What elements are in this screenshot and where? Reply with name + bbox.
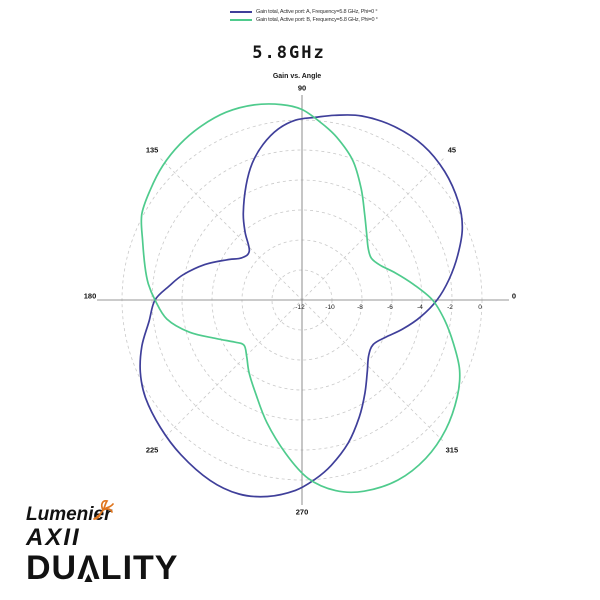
legend-item-port-a: Gain total, Active port: A, Frequency=5.… <box>230 8 378 16</box>
legend-swatch-port-b <box>230 19 252 21</box>
brand-row: Lumenier <box>26 500 178 526</box>
angle-label: 315 <box>446 445 459 454</box>
hummingbird-icon <box>93 500 114 520</box>
angle-label: 180 <box>84 292 97 301</box>
chart-subtitle: Gain vs. Angle <box>272 73 322 80</box>
duality-stylized-a: Λ ▲ <box>77 549 101 587</box>
radial-tick-label: -2 <box>447 304 453 311</box>
duality-letters: LITY <box>100 549 179 587</box>
radial-tick-label: -4 <box>417 304 423 311</box>
duality-letters: DU <box>26 549 78 587</box>
legend-item-port-b: Gain total, Active port: B, Frequency=5.… <box>230 16 378 24</box>
lumenier-wordmark: Lumenier <box>26 504 112 525</box>
legend-label-port-b: Gain total, Active port: B, Frequency=5.… <box>256 17 378 23</box>
angle-label: 0 <box>512 292 516 301</box>
legend-swatch-port-a <box>230 11 252 13</box>
legend-label-port-a: Gain total, Active port: A, Frequency=5.… <box>256 9 378 15</box>
duality-wordmark: DUΛ ▲ LITY <box>26 551 178 585</box>
chart-legend: Gain total, Active port: A, Frequency=5.… <box>230 8 378 24</box>
radial-tick-label: -10 <box>325 304 335 311</box>
angle-label: 135 <box>146 146 159 155</box>
angle-label: 90 <box>298 84 306 93</box>
radial-tick-label: -12 <box>295 304 305 311</box>
axii-wordmark: AXII <box>26 524 81 551</box>
radial-tick-label: -6 <box>387 304 393 311</box>
angle-label: 270 <box>296 508 309 517</box>
duality-triangle: ▲ <box>81 569 97 585</box>
angle-label: 225 <box>146 445 159 454</box>
radial-tick-label: 0 <box>478 304 482 311</box>
chart-title: 5.8GHz <box>252 43 326 63</box>
gain-curve-port-b <box>140 103 461 494</box>
radial-tick-label: -8 <box>357 304 363 311</box>
angle-label: 45 <box>448 146 456 155</box>
gain-curve-port-a <box>139 114 464 498</box>
branding-block: Lumenier AXII DUΛ ▲ LITY <box>26 500 178 585</box>
